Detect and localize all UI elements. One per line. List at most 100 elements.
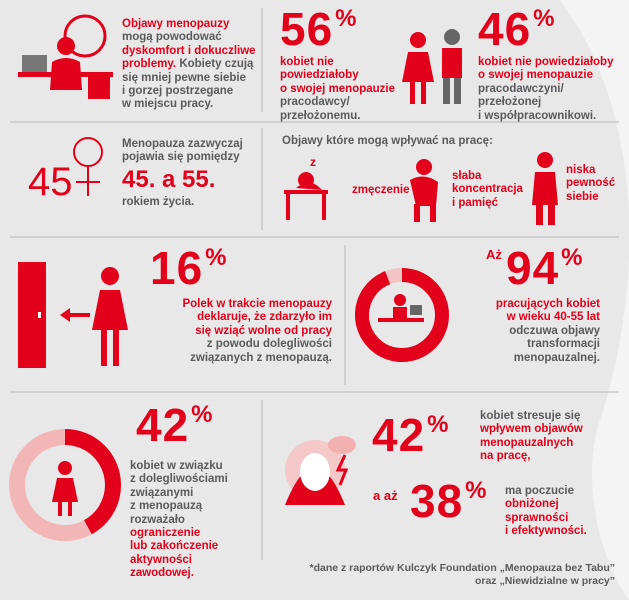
stat-42: 42% (136, 402, 213, 448)
text-segment: oraz „Niewidzialne w pracy” (474, 574, 615, 587)
stat-prefix: a aż (373, 488, 398, 503)
dividers (10, 8, 619, 560)
text-line: kobiet w związku (130, 460, 228, 473)
stat-unit: % (335, 5, 357, 32)
text-line: menopauzalnych (480, 437, 583, 450)
text-segment: Kobiety czują (179, 58, 254, 71)
text-segment: problemy. (122, 58, 177, 71)
text-line: zawodowej. (130, 567, 228, 580)
text-segment: pracujących kobiet (495, 298, 600, 310)
stat-text: kobiet nie powiedziałoby o swojej menopauz… (280, 56, 395, 123)
stat-text: kobiet stresuje się wpływem objawów menopa… (480, 410, 583, 464)
text-segment: i pamięć (452, 196, 499, 209)
stat-text: pracujących kobiet w wieku 40-55 lat odczu… (450, 298, 600, 365)
text-line: pewność (566, 177, 615, 190)
text-line: z menopauzą (130, 500, 228, 513)
text-line: i efektywności. (505, 525, 587, 538)
text-line: powiedziałoby (280, 69, 395, 82)
stat-value: 56 (280, 3, 334, 55)
text-segment: pewność (566, 177, 616, 190)
text-segment: przełożonemu. (280, 109, 361, 122)
text-line: pojawia się pomiędzy (122, 151, 243, 164)
text-line: przełożonemu. (280, 110, 395, 123)
text-segment: koncentracja (452, 183, 523, 196)
text-line: z powodu dolegliwości (120, 338, 332, 351)
stat-unit: % (191, 401, 213, 428)
text-line: o swojej menopauzie (478, 69, 613, 82)
text-line: siebie (566, 191, 615, 204)
text-segment: sprawności (505, 511, 569, 524)
stat-text: ma poczucie obniżonej sprawności i efektywn… (505, 485, 587, 539)
text-segment: lub zakończenie (130, 540, 219, 553)
text-segment: się mniej pewne siebie (122, 71, 246, 84)
stat-unit: % (533, 5, 555, 32)
text-segment: transformacji (527, 338, 600, 351)
worker-icon (378, 294, 424, 322)
footnote: *dane z raportów Kulczyk Foundation „Men… (280, 562, 616, 587)
text-segment: mogą powodować (122, 31, 222, 44)
text-line: na pracę, (480, 450, 583, 463)
couple-icon (402, 29, 462, 104)
text-line: Objawy menopauzy (122, 18, 256, 31)
stat-value: 94 (506, 242, 560, 294)
symptoms-title: Objawy które mogą wpływać na pracę: (282, 135, 493, 147)
text-segment: ograniczenie (130, 527, 201, 540)
text-segment: przełożonej (478, 96, 542, 109)
door-icon (18, 262, 128, 368)
stat-38: 38% (410, 478, 487, 524)
text-segment: i współpracownikowi. (478, 109, 597, 122)
text-line: kobiet stresuje się (480, 410, 583, 423)
text-line: i współpracownikowi. (478, 110, 613, 123)
text-segment: wpływem objawów (480, 423, 583, 436)
text-segment: kobiet stresuje się (480, 410, 581, 422)
decor-z: z (310, 155, 316, 169)
stat-text: kobiet w związku z dolegliwościami związan… (130, 460, 228, 581)
text-segment: siebie (566, 190, 599, 203)
text-line: odczuwa objawy (450, 325, 600, 338)
text-segment: menopauzalnych (480, 436, 574, 449)
text-line: i pamięć (452, 197, 523, 210)
text-line: z dolegliwościami (130, 473, 228, 486)
text-line: rokiem życia. (122, 196, 194, 209)
text-line: się mniej pewne siebie (122, 72, 256, 85)
text-line: koncentracja (452, 183, 523, 196)
stat-value: 42 (136, 399, 190, 451)
text-line: niska (566, 164, 615, 177)
intro-text: Objawy menopauzy mogą powodować dyskomfort… (122, 18, 256, 112)
text-line: pracodawcy/ (280, 96, 395, 109)
symptom-icons: z (284, 152, 558, 225)
text-segment: pracodawcy/ (280, 96, 350, 109)
text-segment: deklaruje, że zdarzyło im (197, 311, 332, 324)
text-segment: o swojej menopauzie (478, 69, 594, 82)
text-line: związanymi (130, 487, 228, 500)
stat-56: 56% (280, 6, 357, 52)
symptom-label: słaba koncentracja i pamięć (452, 170, 523, 210)
woman-icon (52, 461, 78, 516)
text-segment: pracodawczyni/ (478, 82, 564, 95)
text-segment: aktywności (130, 553, 192, 566)
text-line: transformacji (450, 338, 600, 351)
text-line: w wieku 40-55 lat (450, 311, 600, 324)
stat-value: 38 (410, 475, 464, 527)
stat-value: 46 (478, 3, 532, 55)
text-segment: związanych z menopauzą. (190, 351, 332, 364)
age-text: Menopauza zazwyczaj pojawia się pomiędzy (122, 138, 243, 165)
text-line: rozważało (130, 514, 228, 527)
text-segment: Polek w trakcie menopauzy (182, 298, 332, 310)
text-line: Menopauza zazwyczaj (122, 138, 243, 151)
text-segment: z powodu dolegliwości (206, 338, 332, 351)
donut-arc (9, 429, 121, 541)
stat-value: 16 (150, 242, 204, 294)
text-line: *dane z raportów Kulczyk Foundation „Men… (280, 562, 616, 575)
text-line: Polek w trakcie menopauzy (120, 298, 332, 311)
text-line: pracujących kobiet (450, 298, 600, 311)
stat-value: 42 (372, 409, 426, 461)
stat-unit: % (205, 244, 227, 271)
age-range: 45. a 55. (122, 166, 216, 193)
text-line: ograniczenie (130, 527, 228, 540)
stat-prefix: Aż (486, 247, 502, 262)
text-segment: na pracę, (480, 450, 531, 463)
text-segment: kobiet w związku (130, 460, 223, 472)
text-segment: i efektywności. (505, 525, 587, 538)
